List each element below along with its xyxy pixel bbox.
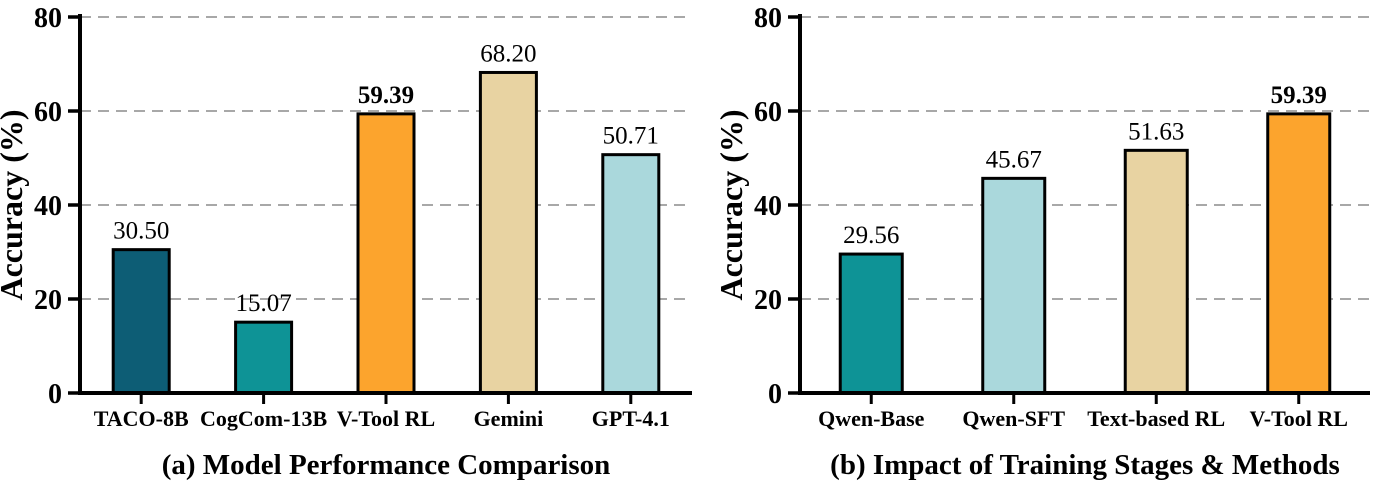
value-label-qwen-sft: 45.67 bbox=[986, 146, 1042, 173]
y-tick-label-40: 40 bbox=[754, 191, 782, 222]
chart-b-caption: (b) Impact of Training Stages & Methods bbox=[830, 449, 1340, 481]
y-tick-label-40: 40 bbox=[34, 191, 62, 222]
x-tick-label-gemini: Gemini bbox=[474, 406, 544, 431]
bar-qwen-base bbox=[838, 252, 904, 395]
x-tick-label-qwen-base: Qwen-Base bbox=[818, 406, 925, 431]
bar-chart-model-performance: 0 20 40 60 80 TACO-8B 30.50 CogCom-13B 15.07 V-To… bbox=[0, 3, 692, 431]
value-label-gemini: 68.20 bbox=[480, 40, 536, 67]
x-tick-label-v-tool-rl: V-Tool RL bbox=[1250, 406, 1348, 431]
value-label-qwen-base: 29.56 bbox=[843, 222, 899, 249]
value-label-v-tool-rl: 59.39 bbox=[358, 82, 414, 109]
y-axis-title: Accuracy (%) bbox=[0, 109, 29, 300]
bar-gemini bbox=[478, 70, 538, 395]
bar-v-tool-rl bbox=[356, 112, 416, 395]
y-tick-label-0: 0 bbox=[48, 379, 62, 410]
y-tick-label-60: 60 bbox=[754, 97, 782, 128]
x-tick-label-qwen-sft: Qwen-SFT bbox=[962, 406, 1065, 431]
y-axis-title: Accuracy (%) bbox=[713, 109, 749, 300]
y-tick-label-20: 20 bbox=[754, 285, 782, 316]
bar-cogcom-13b bbox=[234, 320, 294, 395]
y-tick-label-20: 20 bbox=[34, 285, 62, 316]
bar-v-tool-rl bbox=[1266, 112, 1332, 395]
bar-taco-8b bbox=[111, 248, 171, 395]
y-tick-label-60: 60 bbox=[34, 97, 62, 128]
value-label-taco-8b: 30.50 bbox=[113, 218, 169, 245]
value-label-text-based-rl: 51.63 bbox=[1128, 118, 1184, 145]
y-tick-label-0: 0 bbox=[768, 379, 782, 410]
chart-panel-b: 0 20 40 60 80 Qwen-Base 29.56 Qwen-SFT 45.67 Text… bbox=[710, 0, 1378, 495]
x-tick-label-v-tool-rl: V-Tool RL bbox=[337, 406, 435, 431]
value-label-v-tool-rl: 59.39 bbox=[1271, 82, 1327, 109]
value-label-gpt-4-1: 50.71 bbox=[603, 123, 659, 150]
bar-qwen-sft bbox=[981, 176, 1047, 395]
x-tick-label-taco-8b: TACO-8B bbox=[94, 406, 189, 431]
chart-panel-a: 0 20 40 60 80 TACO-8B 30.50 CogCom-13B 15.07 V-To… bbox=[0, 3, 692, 481]
y-tick-label-80: 80 bbox=[34, 3, 62, 34]
value-label-cogcom-13b: 15.07 bbox=[235, 290, 291, 317]
x-tick-label-gpt-4-1: GPT-4.1 bbox=[592, 406, 670, 431]
chart-a-caption: (a) Model Performance Comparison bbox=[161, 449, 611, 481]
x-tick-label-text-based-rl: Text-based RL bbox=[1087, 406, 1225, 431]
x-tick-label-cogcom-13b: CogCom-13B bbox=[200, 406, 327, 431]
y-tick-label-80: 80 bbox=[754, 3, 782, 34]
bar-chart-training-stages: 0 20 40 60 80 Qwen-Base 29.56 Qwen-SFT 45.67 Text… bbox=[713, 3, 1370, 431]
bar-text-based-rl bbox=[1123, 148, 1189, 395]
bar-gpt-4-1 bbox=[601, 153, 661, 395]
